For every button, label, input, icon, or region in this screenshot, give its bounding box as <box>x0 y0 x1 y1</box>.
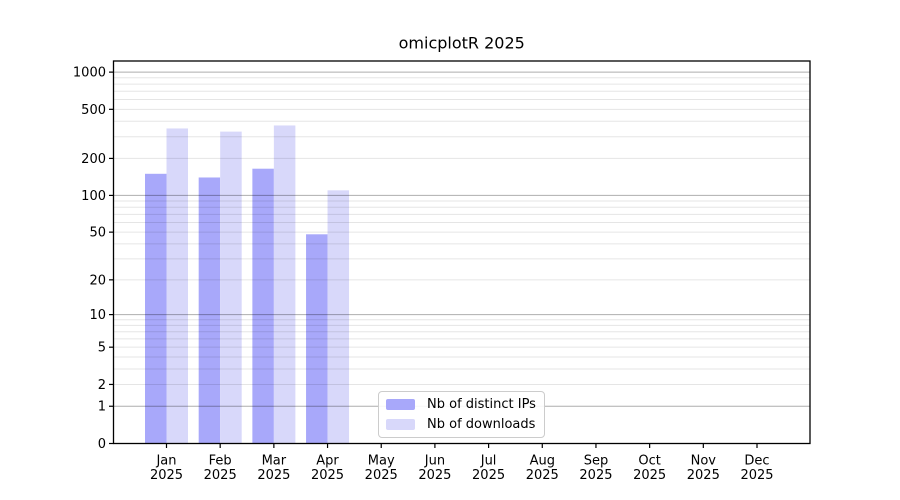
x-tick-label-year: 2025 <box>633 468 666 483</box>
bar-downloads-jan <box>166 128 188 444</box>
x-tick-label-year: 2025 <box>687 468 720 483</box>
y-tick-label: 200 <box>81 152 106 167</box>
legend-item-downloads: Nb of downloads <box>386 418 544 431</box>
x-tick-label-month: May <box>368 454 395 469</box>
y-tick-label: 100 <box>81 189 106 204</box>
x-tick-label-month: Nov <box>691 454 717 469</box>
y-tick-label: 1000 <box>73 66 106 81</box>
x-tick-label-year: 2025 <box>526 468 559 483</box>
x-tick-label-year: 2025 <box>204 468 237 483</box>
bar-ips-jan <box>145 173 167 444</box>
bar-ips-feb <box>198 177 221 444</box>
y-tick-label: 0 <box>98 437 106 452</box>
y-tick-label: 500 <box>81 103 106 118</box>
bar-ips-mar <box>252 168 274 444</box>
x-tick-label-year: 2025 <box>418 468 451 483</box>
legend-swatch-distinct-ips <box>386 399 415 410</box>
legend-label-downloads: Nb of downloads <box>427 417 536 432</box>
x-tick-label-month: Aug <box>530 454 555 469</box>
y-tick-label: 10 <box>89 308 106 323</box>
gridlines-minor <box>113 77 810 385</box>
x-tick-label-year: 2025 <box>472 468 505 483</box>
x-tick-label-month: Dec <box>744 454 769 469</box>
x-tick-label-year: 2025 <box>311 468 344 483</box>
y-tick-label: 2 <box>98 378 106 393</box>
x-tick-label-year: 2025 <box>257 468 290 483</box>
axes-spines <box>112 60 811 445</box>
legend-label-distinct-ips: Nb of distinct IPs <box>427 397 536 412</box>
x-tick-label-month: Jul <box>480 454 497 469</box>
x-tick-label-month: Jun <box>424 454 445 469</box>
chart-title: omicplotR 2025 <box>399 34 525 53</box>
y-tick-label: 50 <box>89 226 106 241</box>
bar-downloads-apr <box>327 190 350 444</box>
x-tick-label-month: Oct <box>638 454 660 469</box>
bars-layer <box>145 125 350 444</box>
x-tick-label-month: Feb <box>209 454 232 469</box>
x-axis: Jan2025Feb2025Mar2025Apr2025May2025Jun20… <box>150 443 774 483</box>
y-tick-label: 5 <box>98 341 106 356</box>
bar-downloads-feb <box>220 131 242 444</box>
x-tick-label-year: 2025 <box>150 468 183 483</box>
x-tick-label-month: Mar <box>262 454 287 469</box>
y-tick-label: 1 <box>98 400 106 415</box>
legend: Nb of distinct IPs Nb of downloads <box>378 391 545 438</box>
bar-ips-apr <box>306 234 328 444</box>
x-tick-label-year: 2025 <box>740 468 773 483</box>
x-tick-label-year: 2025 <box>365 468 398 483</box>
bar-downloads-mar <box>273 125 296 444</box>
x-tick-label-month: Jan <box>155 454 176 469</box>
x-tick-label-month: Sep <box>584 454 609 469</box>
legend-swatch-downloads <box>386 419 415 430</box>
y-tick-label: 20 <box>89 273 106 288</box>
x-tick-label-year: 2025 <box>579 468 612 483</box>
y-axis: 0 1 2 5 10 20 50 100 200 500 1000 <box>73 66 114 452</box>
legend-item-distinct-ips: Nb of distinct IPs <box>386 398 544 411</box>
x-tick-label-month: Apr <box>316 454 339 469</box>
